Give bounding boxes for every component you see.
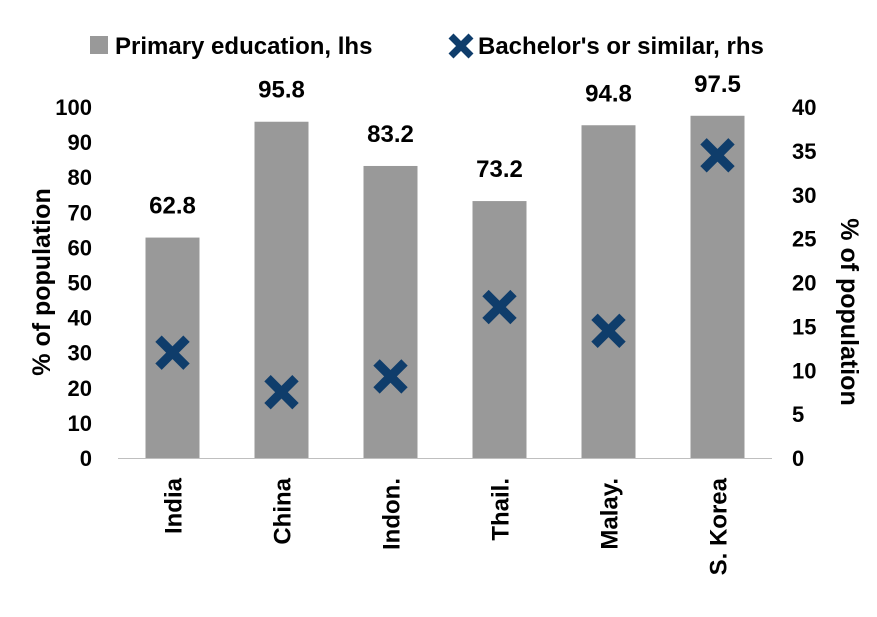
bar-data-labels: 62.8 95.8 83.2 73.2 94.8 97.5 (149, 71, 741, 220)
markers (155, 138, 735, 410)
category-label: India (161, 477, 188, 534)
bar-data-label: 94.8 (585, 80, 632, 107)
right-tick-label: 0 (792, 446, 804, 471)
category-labels: India China Indon. Thail. Malay. S. Korea (161, 477, 733, 575)
bar-data-label: 83.2 (367, 121, 414, 148)
right-axis-ticks: 0 5 10 15 20 25 30 35 40 (792, 95, 816, 471)
x-marker (155, 335, 190, 370)
legend-swatch-primary-education (90, 36, 108, 54)
x-marker (264, 375, 299, 410)
category-label: Malay. (597, 478, 624, 550)
bar-data-label: 97.5 (694, 71, 741, 98)
left-tick-label: 80 (68, 165, 92, 190)
left-tick-label: 90 (68, 130, 92, 155)
right-tick-label: 30 (792, 183, 816, 208)
x-marker (591, 313, 626, 348)
right-tick-label: 10 (792, 358, 816, 383)
left-tick-label: 10 (68, 411, 92, 436)
bar-data-label: 62.8 (149, 193, 196, 220)
left-tick-label: 70 (68, 200, 92, 225)
left-tick-label: 50 (68, 271, 92, 296)
left-tick-label: 40 (68, 306, 92, 331)
bar (581, 125, 636, 458)
x-marker (373, 359, 408, 394)
bar-data-label: 95.8 (258, 77, 305, 104)
left-axis-ticks: 0 10 20 30 40 50 60 70 80 90 100 (55, 95, 92, 471)
x-marker (700, 138, 735, 173)
legend: Primary education, lhs Bachelor's or sim… (90, 33, 764, 60)
left-tick-label: 20 (68, 376, 92, 401)
bar (363, 165, 418, 458)
right-tick-label: 5 (792, 402, 804, 427)
bar (472, 201, 527, 458)
right-tick-label: 15 (792, 314, 816, 339)
bar-data-label: 73.2 (476, 156, 523, 183)
category-label: China (270, 477, 297, 544)
left-tick-label: 100 (55, 95, 92, 120)
right-tick-label: 40 (792, 95, 816, 120)
left-axis-title: % of population (28, 188, 56, 375)
bar (254, 121, 309, 458)
x-marker (482, 289, 517, 325)
bar (690, 115, 745, 459)
legend-label-bachelors: Bachelor's or similar, rhs (478, 33, 764, 60)
left-tick-label: 60 (68, 235, 92, 260)
bars (145, 115, 745, 459)
right-tick-label: 25 (792, 227, 816, 252)
category-label: Indon. (379, 478, 406, 550)
category-label: Thail. (488, 478, 515, 541)
right-tick-label: 20 (792, 271, 816, 296)
right-tick-label: 35 (792, 139, 816, 164)
left-tick-label: 30 (68, 341, 92, 366)
legend-label-primary-education: Primary education, lhs (115, 33, 372, 60)
left-tick-label: 0 (80, 446, 92, 471)
legend-marker-bachelors (448, 33, 474, 59)
category-label: S. Korea (706, 477, 733, 575)
right-axis-title: % of population (835, 218, 863, 405)
